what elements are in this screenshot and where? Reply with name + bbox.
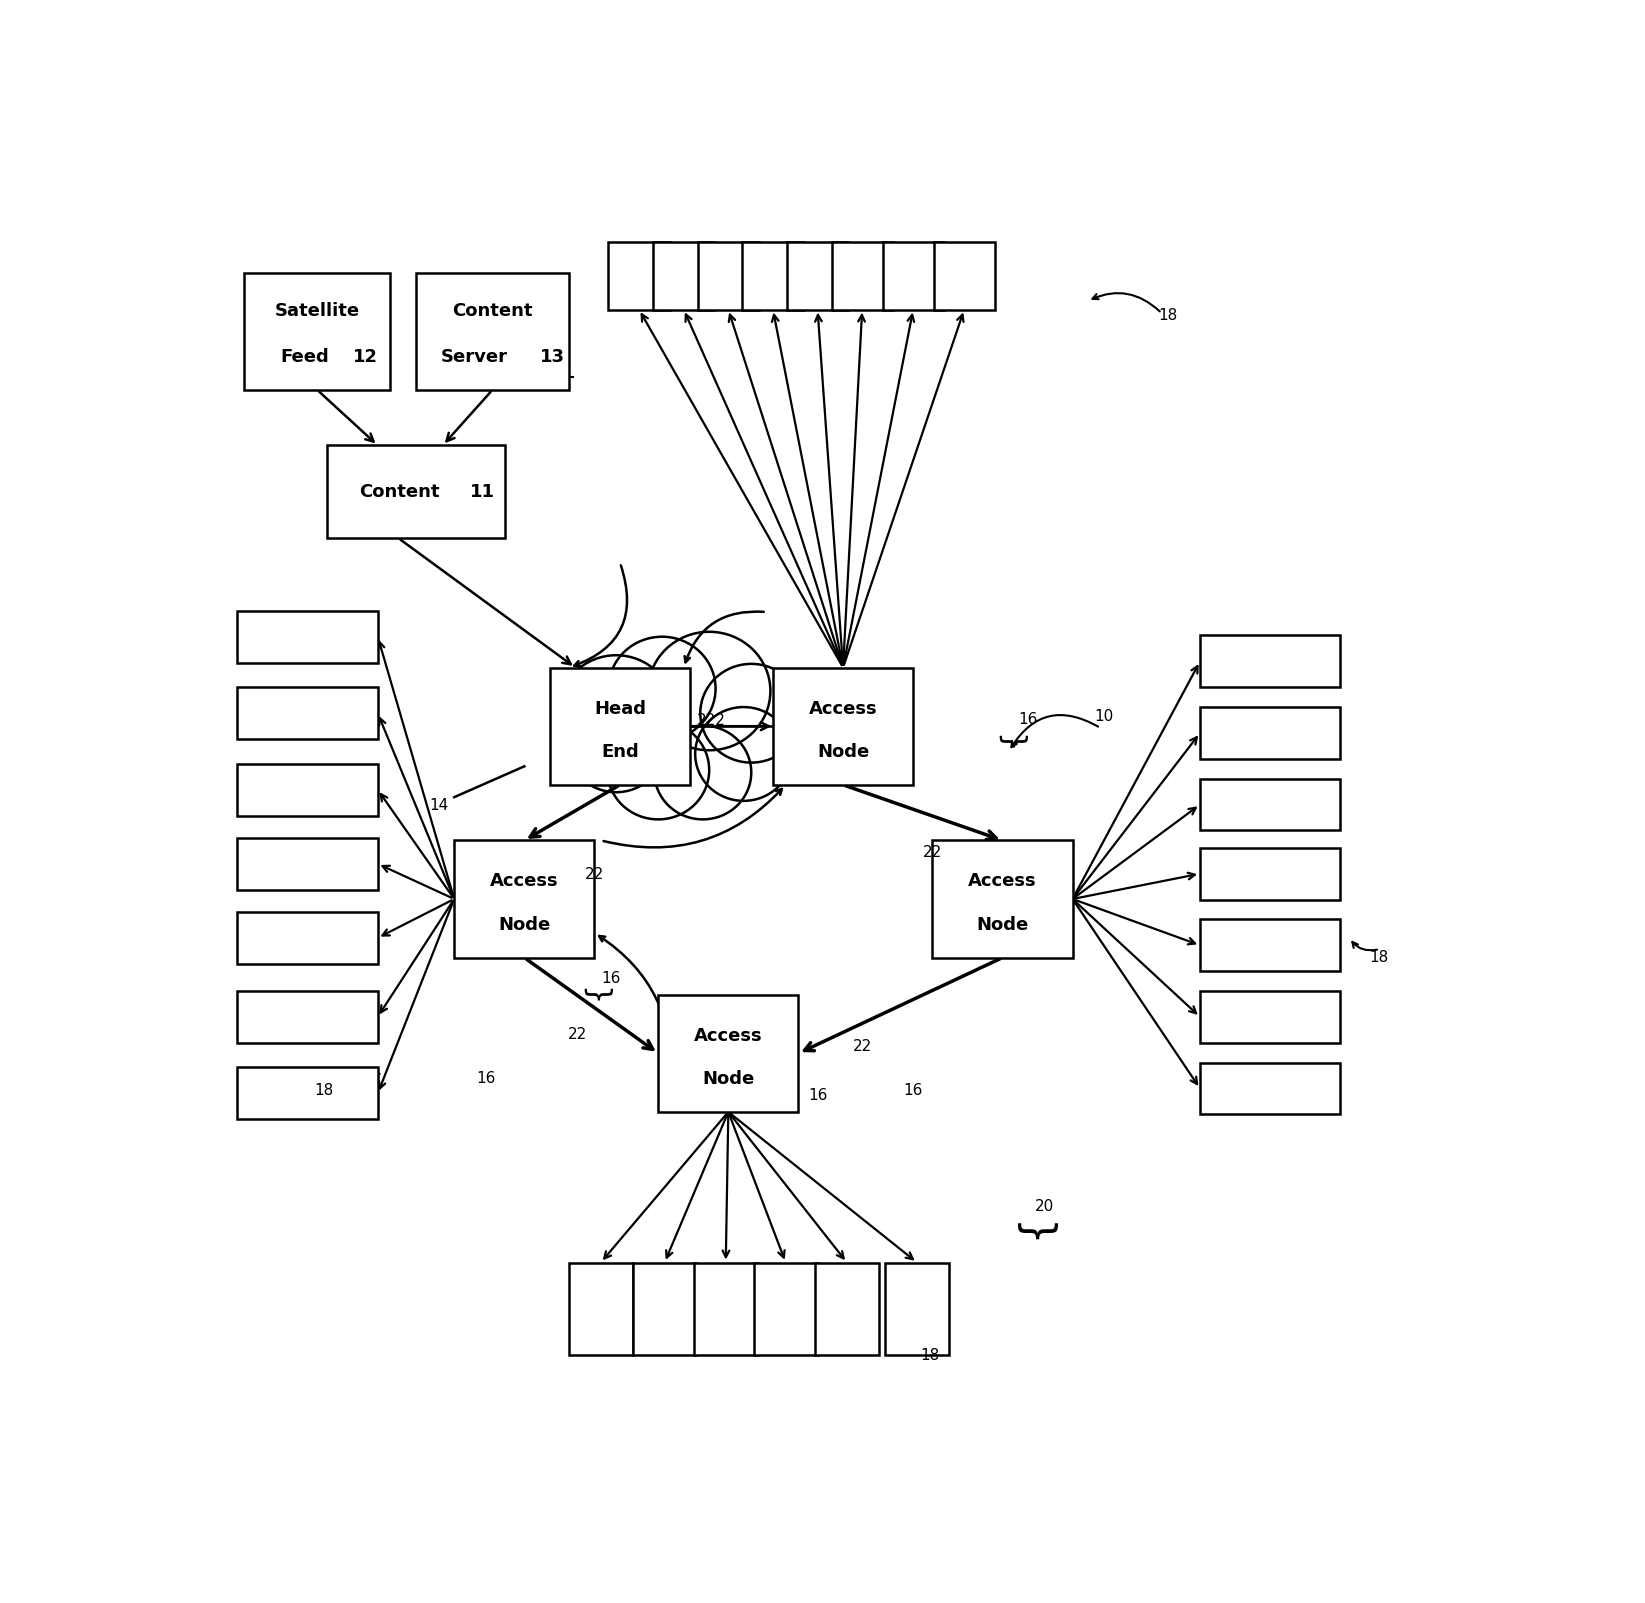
- Text: 10: 10: [1096, 710, 1114, 725]
- Text: 16: 16: [903, 1084, 923, 1098]
- Text: 18: 18: [920, 1348, 939, 1363]
- Text: Access: Access: [694, 1026, 763, 1045]
- Bar: [1201, 848, 1341, 899]
- Text: Access: Access: [809, 699, 877, 718]
- Text: Node: Node: [702, 1071, 755, 1088]
- Text: 20: 20: [1035, 1199, 1054, 1215]
- Bar: [237, 838, 378, 890]
- Circle shape: [648, 632, 770, 750]
- Text: Server: Server: [441, 348, 508, 365]
- Bar: [237, 688, 378, 739]
- Bar: [933, 840, 1073, 957]
- Text: 14: 14: [429, 798, 449, 813]
- Text: 16: 16: [808, 1088, 827, 1103]
- Text: }: }: [994, 734, 1023, 753]
- Bar: [1201, 707, 1341, 758]
- Circle shape: [559, 656, 673, 766]
- Bar: [1201, 1063, 1341, 1114]
- Text: Node: Node: [818, 744, 869, 761]
- Bar: [742, 242, 803, 309]
- Text: Access: Access: [969, 872, 1036, 890]
- Text: Content: Content: [359, 483, 439, 500]
- Bar: [883, 242, 944, 309]
- Bar: [885, 1263, 949, 1355]
- Bar: [753, 1263, 818, 1355]
- Bar: [633, 1263, 696, 1355]
- Text: 22: 22: [852, 1039, 872, 1055]
- Text: }: }: [581, 987, 609, 1007]
- Bar: [697, 242, 758, 309]
- Bar: [237, 912, 378, 963]
- Circle shape: [609, 636, 716, 741]
- Circle shape: [568, 699, 665, 792]
- Text: 22: 22: [568, 1026, 587, 1042]
- Circle shape: [655, 726, 752, 819]
- Bar: [786, 242, 849, 309]
- Bar: [694, 1263, 758, 1355]
- Bar: [1201, 779, 1341, 830]
- Text: }: }: [1010, 1221, 1051, 1249]
- Bar: [237, 991, 378, 1044]
- Bar: [658, 994, 798, 1112]
- Text: 18: 18: [1369, 951, 1388, 965]
- Bar: [609, 242, 670, 309]
- Bar: [237, 611, 378, 662]
- Text: 22: 22: [923, 845, 943, 861]
- Bar: [549, 667, 689, 785]
- Text: 22: 22: [586, 867, 604, 882]
- Text: Node: Node: [975, 915, 1028, 935]
- Text: 18: 18: [1158, 308, 1178, 324]
- Circle shape: [696, 707, 793, 802]
- Bar: [569, 1263, 633, 1355]
- Bar: [416, 273, 569, 390]
- Text: Head: Head: [594, 699, 646, 718]
- Text: 16: 16: [1018, 712, 1038, 726]
- Text: 16: 16: [477, 1071, 495, 1087]
- Bar: [1201, 635, 1341, 688]
- Bar: [1201, 920, 1341, 971]
- Circle shape: [701, 664, 803, 763]
- Bar: [237, 765, 378, 816]
- Bar: [814, 1263, 878, 1355]
- Text: 16: 16: [602, 971, 620, 986]
- Text: Satellite: Satellite: [275, 303, 360, 321]
- Circle shape: [607, 721, 709, 819]
- Bar: [773, 667, 913, 785]
- Text: 11: 11: [470, 483, 495, 500]
- Bar: [327, 446, 505, 539]
- Bar: [934, 242, 995, 309]
- Text: 12: 12: [354, 348, 378, 365]
- Bar: [454, 840, 594, 957]
- Bar: [653, 242, 714, 309]
- Text: End: End: [600, 744, 638, 761]
- Text: Node: Node: [498, 915, 551, 935]
- Bar: [1201, 991, 1341, 1044]
- Bar: [243, 273, 390, 390]
- Text: 13: 13: [540, 348, 564, 365]
- Bar: [832, 242, 893, 309]
- Text: 222: 222: [697, 713, 725, 728]
- Text: Content: Content: [452, 303, 533, 321]
- Text: 18: 18: [314, 1084, 334, 1098]
- Text: Access: Access: [490, 872, 559, 890]
- Text: Feed: Feed: [280, 348, 329, 365]
- Bar: [237, 1068, 378, 1119]
